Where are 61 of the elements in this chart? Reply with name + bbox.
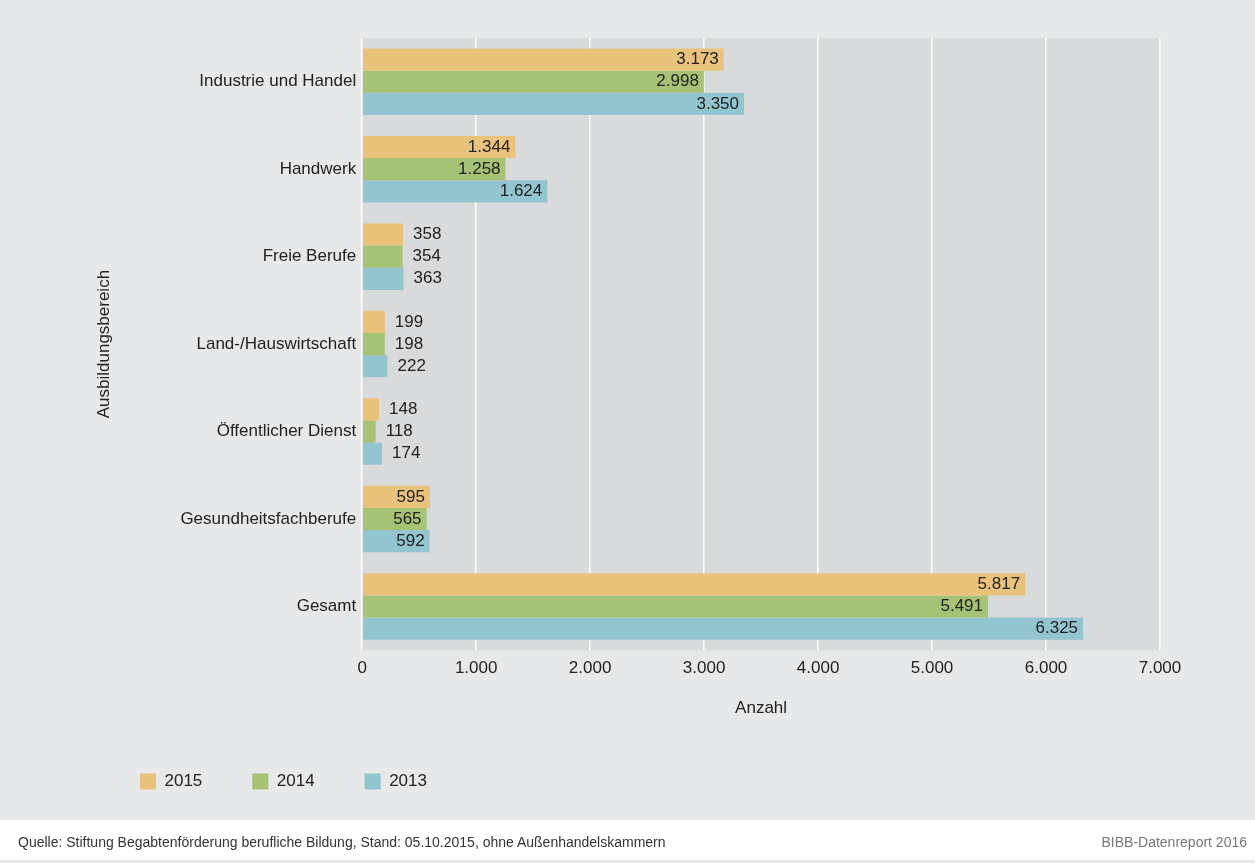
bar — [362, 442, 383, 465]
legend-label: 2015 — [164, 771, 203, 791]
x-tick-label: 2.000 — [568, 658, 612, 678]
y-tick-label: Industrie und Handel — [199, 71, 357, 91]
y-tick-label: Freie Berufe — [262, 246, 357, 266]
legend-label: 2014 — [276, 771, 315, 791]
x-tick-label: 6.000 — [1024, 658, 1068, 678]
data-label: 358 — [412, 224, 442, 244]
data-label: 3.173 — [676, 49, 719, 69]
bar — [362, 420, 376, 443]
bar — [362, 617, 1084, 640]
data-label: 565 — [393, 508, 422, 528]
x-tick-label: 4.000 — [796, 658, 840, 678]
data-label: 1.258 — [458, 158, 501, 178]
y-tick-label: Handwerk — [279, 158, 357, 178]
data-label: 3.350 — [696, 93, 739, 113]
data-label: 118 — [385, 421, 413, 441]
bar — [362, 573, 1026, 596]
x-tick-label: 1.000 — [454, 658, 498, 678]
data-label: 199 — [394, 311, 424, 331]
bar — [362, 158, 506, 181]
bar — [362, 245, 403, 268]
data-label: 363 — [413, 268, 442, 288]
data-label: 198 — [394, 333, 424, 353]
bar — [362, 398, 380, 421]
y-tick-label: Land-/Hauswirtschaft — [196, 333, 357, 353]
text: BIBB-Datenreport 2016 — [1101, 834, 1247, 850]
data-label: 354 — [412, 246, 441, 266]
x-axis-title: Anzahl — [735, 698, 788, 718]
legend-label: 2013 — [389, 771, 427, 791]
bar — [362, 333, 385, 356]
bar — [362, 355, 388, 378]
bar — [362, 48, 724, 71]
data-label: 1.624 — [499, 181, 543, 201]
x-tick-label: 3.000 — [682, 658, 726, 678]
data-label: 222 — [397, 355, 426, 375]
x-tick-label: 0 — [357, 658, 367, 678]
data-label: 595 — [396, 486, 425, 506]
bar — [362, 70, 704, 93]
x-tick-label: 5.000 — [910, 658, 954, 678]
source-note: Quelle: Stiftung Begabtenförderung berufliche Bildung, Stand: 05.10.2015, ohne Außenhandelskammern — [18, 834, 666, 850]
bar — [362, 92, 744, 115]
bar — [362, 180, 548, 203]
data-label: 5.817 — [977, 574, 1021, 593]
data-label: 592 — [396, 530, 425, 550]
data-label: 6.325 — [1035, 618, 1079, 638]
data-label: 5.491 — [940, 596, 984, 616]
y-tick-label: Öffentlicher Dienst — [216, 421, 357, 441]
y-tick-label: Gesamt — [296, 596, 357, 616]
x-tick-label: 7.000 — [1138, 658, 1182, 678]
data-label: 148 — [389, 399, 418, 419]
bar — [362, 267, 404, 290]
bar — [362, 310, 385, 334]
y-tick-label: Gesundheitsfachberufe — [180, 508, 357, 528]
bar — [362, 135, 516, 159]
data-label: 174 — [392, 443, 421, 463]
bar — [362, 223, 403, 246]
data-label: 1.344 — [467, 136, 511, 156]
bar — [362, 595, 989, 618]
y-axis-title: Ausbildungsbereich — [93, 269, 113, 419]
data-label: 2.998 — [656, 71, 699, 91]
